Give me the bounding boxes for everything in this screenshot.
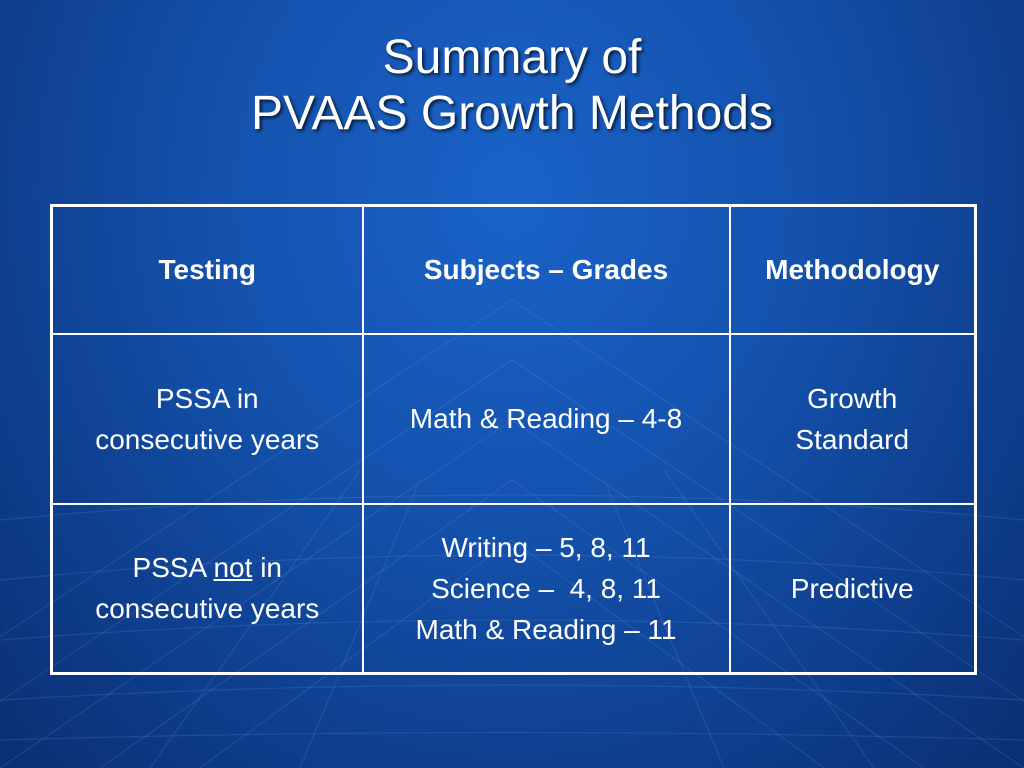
cell-methodology: Predictive [728,502,977,675]
header-testing: Testing [50,204,364,335]
cell-methodology-line2: Standard [795,423,910,455]
testing-pre: PSSA [132,552,206,584]
cell-subjects-line: Science – 4, 8, 11 [431,572,661,604]
testing-emphasis-not: not [213,552,253,584]
header-methodology: Methodology [728,204,977,335]
cell-subjects-line: Math & Reading – 4-8 [409,403,683,434]
table-header-row: Testing Subjects – Grades Methodology [50,204,977,335]
cell-testing-line1: PSSA in [155,382,259,414]
slide-title-line2: PVAAS Growth Methods [251,87,773,140]
table-row: PSSA not in consecutive years Writing – … [50,502,977,675]
cell-testing-line1: PSSA not in [59,547,356,588]
cell-testing: PSSA not in consecutive years [50,502,364,675]
slide-title-line1: Summary of [382,31,642,84]
cell-subjects-line: Math & Reading – 11 [415,613,677,645]
slide-title: Summary of PVAAS Growth Methods [0,30,1024,142]
testing-post: in [260,552,282,584]
cell-subjects: Writing – 5, 8, 11 Science – 4, 8, 11 Ma… [361,502,731,675]
cell-testing-line2: consecutive years [95,593,320,625]
cell-methodology-line1: Growth [807,382,898,414]
cell-subjects-line: Writing – 5, 8, 11 [441,531,651,563]
cell-subjects: Math & Reading – 4-8 [361,332,731,505]
cell-methodology: Growth Standard [728,332,977,505]
header-subjects-grades: Subjects – Grades [361,204,731,335]
cell-testing: PSSA in consecutive years [50,332,364,505]
cell-testing-line2: consecutive years [95,423,320,455]
table-row: PSSA in consecutive years Math & Reading… [50,332,977,505]
growth-methods-table: Testing Subjects – Grades Methodology PS… [50,204,977,675]
